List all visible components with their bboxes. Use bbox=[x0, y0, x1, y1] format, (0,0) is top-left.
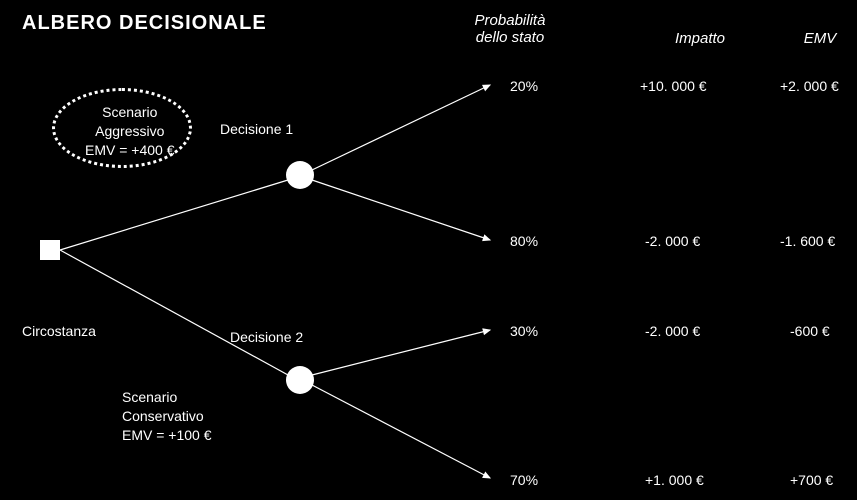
outcome-1-prob: 20% bbox=[510, 78, 538, 94]
scenario-aggressive: Scenario Aggressivo EMV = +400 € bbox=[85, 103, 175, 160]
column-header-emv: EMV bbox=[790, 30, 850, 47]
scen-cons-line1: Scenario bbox=[122, 389, 177, 405]
chance-node-2 bbox=[286, 366, 314, 394]
col-prob-line1: Probabilità bbox=[475, 12, 546, 29]
decision-2-label: Decisione 2 bbox=[230, 328, 303, 347]
outcome-1-impact: +10. 000 € bbox=[640, 78, 707, 94]
outcome-2-emv: -1. 600 € bbox=[780, 233, 835, 249]
scenario-conservative: Scenario Conservativo EMV = +100 € bbox=[122, 388, 212, 445]
root-label: Circostanza bbox=[22, 322, 96, 341]
diagram-title: ALBERO DECISIONALE bbox=[22, 12, 267, 35]
outcome-3-emv: -600 € bbox=[790, 323, 830, 339]
outcome-4-prob: 70% bbox=[510, 472, 538, 488]
outcome-2-prob: 80% bbox=[510, 233, 538, 249]
outcome-2-impact: -2. 000 € bbox=[645, 233, 700, 249]
decision-root-square bbox=[40, 240, 60, 260]
col-prob-line2: dello stato bbox=[476, 29, 544, 46]
column-header-probability: Probabilità dello stato bbox=[450, 12, 570, 46]
outcome-3-impact: -2. 000 € bbox=[645, 323, 700, 339]
column-header-impact: Impatto bbox=[640, 30, 760, 47]
decision-1-label: Decisione 1 bbox=[220, 120, 293, 139]
scen-cons-line3: EMV = +100 € bbox=[122, 427, 212, 443]
scen-agg-line1: Scenario bbox=[102, 104, 157, 120]
outcome-4-emv: +700 € bbox=[790, 472, 833, 488]
outcome-4-impact: +1. 000 € bbox=[645, 472, 704, 488]
outcome-1-emv: +2. 000 € bbox=[780, 78, 839, 94]
scen-agg-line2: Aggressivo bbox=[95, 123, 164, 139]
scen-agg-line3: EMV = +400 € bbox=[85, 142, 175, 158]
scen-cons-line2: Conservativo bbox=[122, 408, 204, 424]
chance-node-1 bbox=[286, 161, 314, 189]
outcome-3-prob: 30% bbox=[510, 323, 538, 339]
